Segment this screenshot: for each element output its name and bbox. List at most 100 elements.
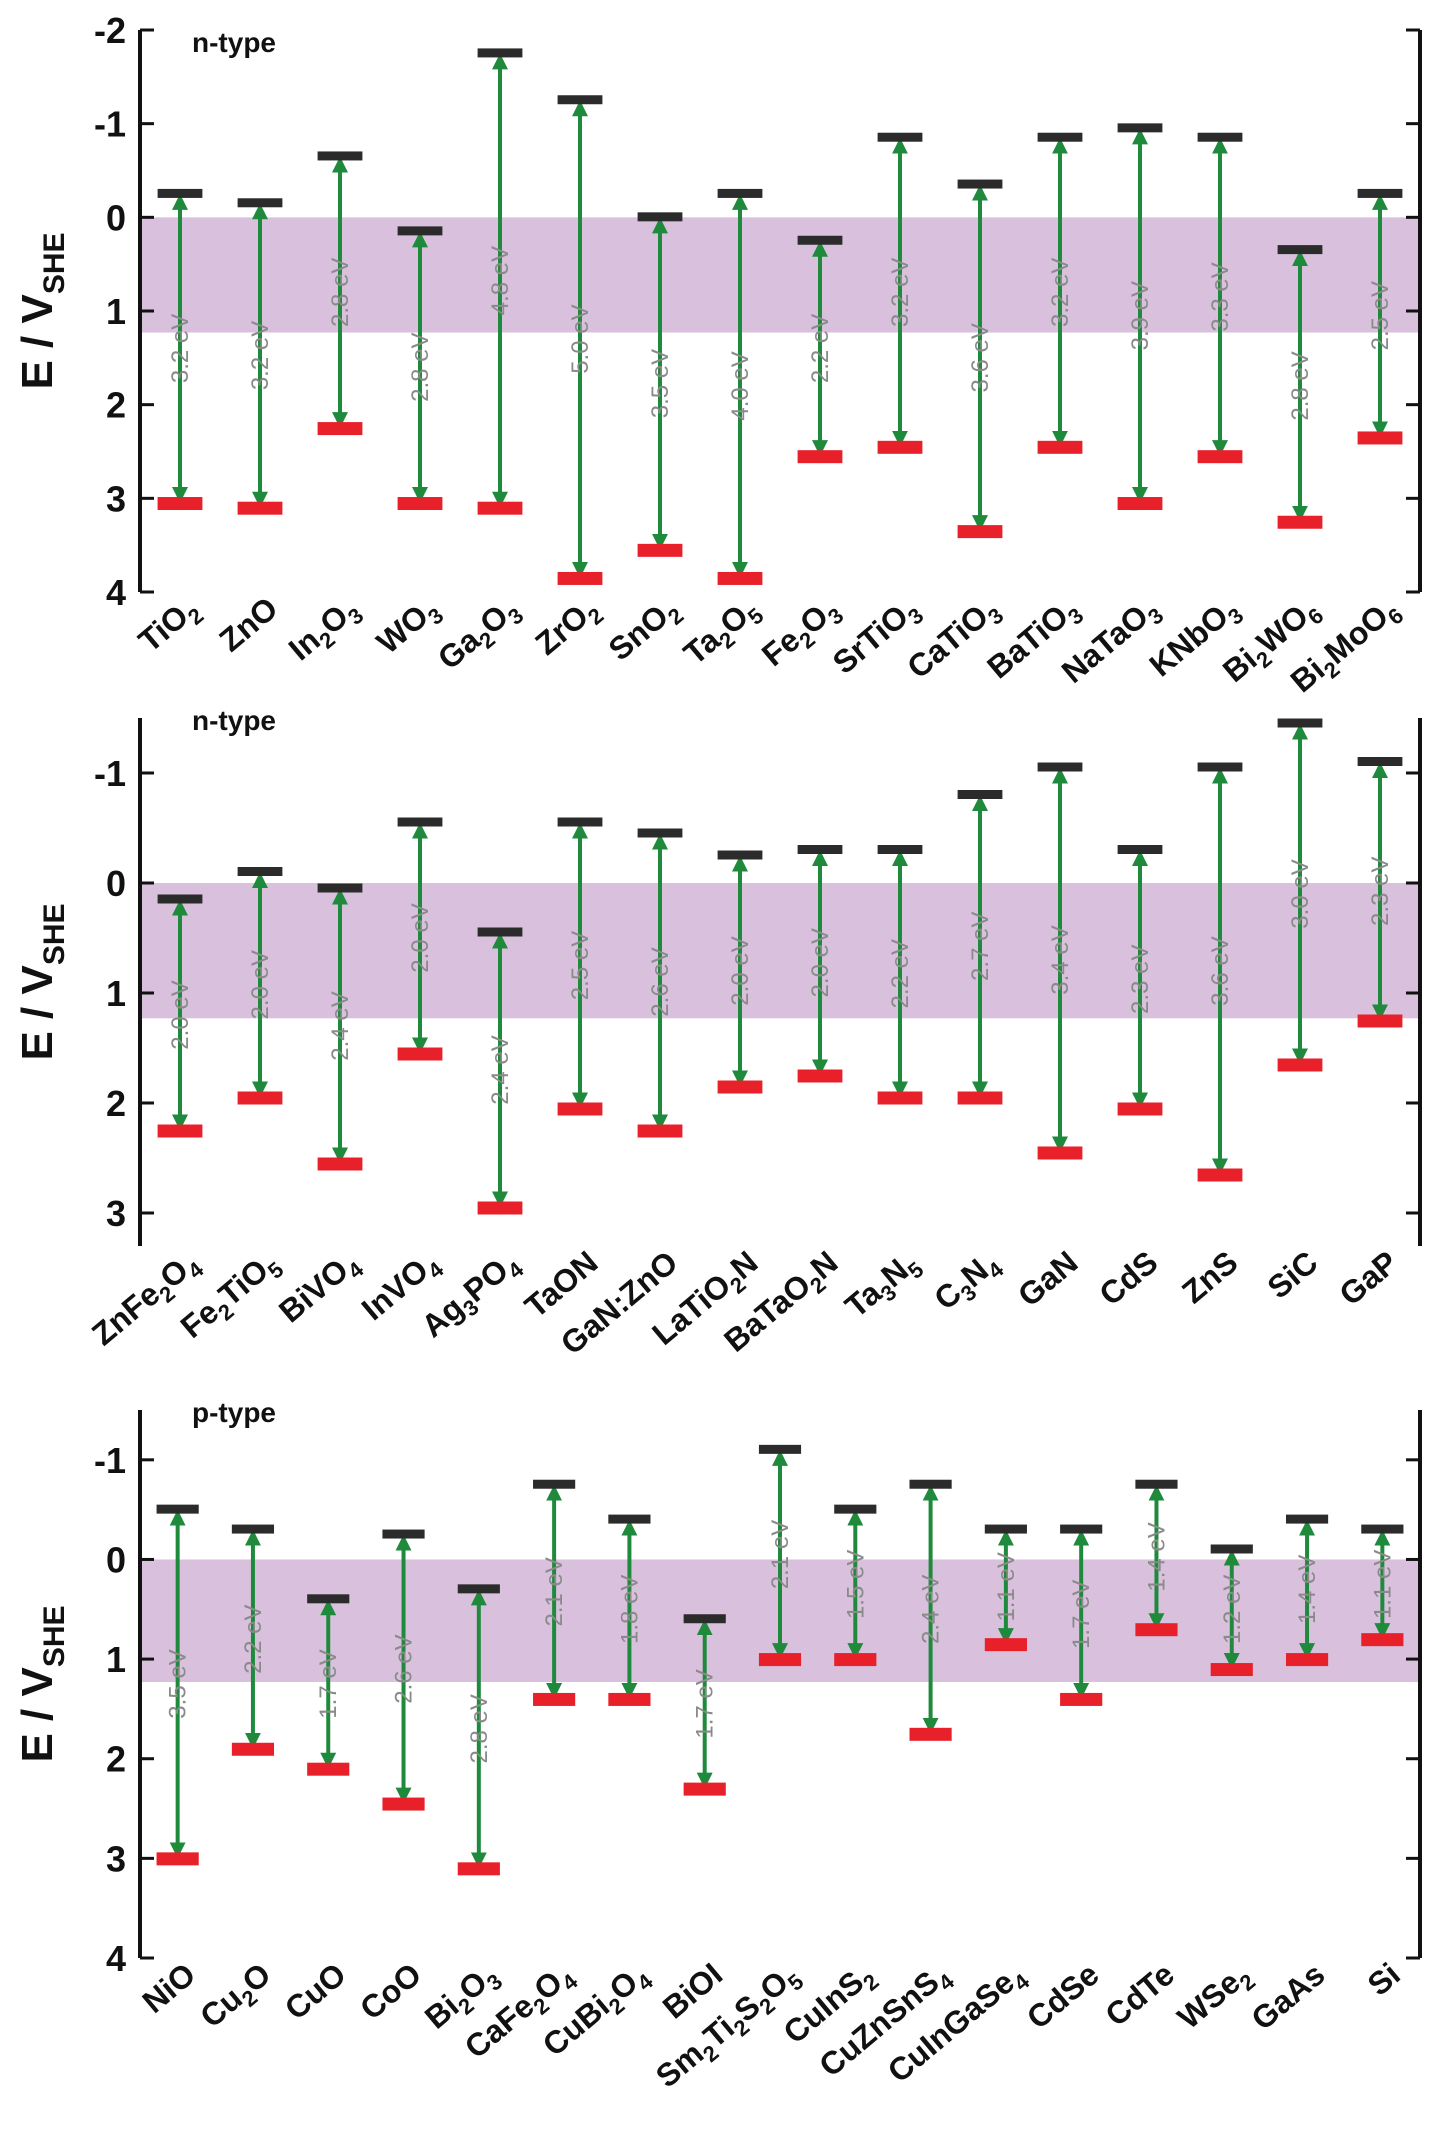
conduction-band-edge: [477, 927, 523, 937]
y-tick-label: 1: [106, 1639, 126, 1680]
valence-band-edge: [909, 1727, 952, 1741]
valence-band-edge: [477, 1201, 523, 1215]
valence-band-edge: [957, 1091, 1003, 1105]
y-tick-label: 4: [106, 572, 126, 613]
band-gap-value: 1.4 eV: [1143, 1522, 1170, 1591]
material-name: WSe2: [1171, 1956, 1261, 2041]
conduction-band-edge: [957, 179, 1003, 189]
valence-band-edge: [157, 1124, 203, 1138]
material-2-16: 2.3 eV GaP: [1332, 757, 1404, 1313]
band-gap-value: 3.5 eV: [165, 1649, 192, 1718]
y-tick-label: 3: [106, 1193, 126, 1234]
material-2-10: 2.2 eV Ta3N5: [838, 845, 928, 1324]
valence-band-edge: [717, 1080, 763, 1094]
band-gap-value: 2.2 eV: [887, 939, 914, 1008]
valence-band-edge: [1135, 1623, 1178, 1637]
band-gap-value: 2.0 eV: [407, 903, 434, 972]
chart-panel-1: 4 3 2 1 0 -1 -2 E / VSHE n-type 3.2 eV TiO2 3.2 eV Z…: [13, 10, 1422, 704]
band-gap-value: 2.8 eV: [327, 258, 354, 327]
conduction-band-edge: [797, 845, 843, 854]
y-tick-label: 4: [106, 1938, 126, 1979]
conduction-band-edge: [1197, 762, 1243, 772]
conduction-band-edge: [717, 850, 763, 860]
valence-band-edge: [1277, 515, 1323, 529]
band-gap-value: 4.8 eV: [487, 246, 514, 315]
conduction-band-edge: [1117, 845, 1163, 854]
conduction-band-edge: [797, 235, 843, 245]
conduction-band-edge: [382, 1529, 425, 1539]
conduction-band-edge: [533, 1479, 576, 1489]
y-axis-title: E / VSHE: [13, 232, 71, 389]
conduction-band-edge: [1037, 132, 1083, 142]
band-gap-value: 3.3 eV: [1207, 262, 1234, 331]
valence-band-edge: [797, 1069, 843, 1083]
valence-band-edge: [157, 497, 203, 511]
water-redox-band: [140, 217, 1420, 333]
material-name: CuBi2O4: [536, 1955, 659, 2067]
band-gap-value: 3.0 eV: [1287, 859, 1314, 928]
y-tick-label: 3: [106, 478, 126, 519]
band-gap-value: 3.6 eV: [1207, 936, 1234, 1005]
panel-type-label: p-type: [192, 1397, 276, 1428]
band-gap-value: 3.2 eV: [1047, 258, 1074, 327]
band-gap-value: 2.1 eV: [767, 1520, 794, 1589]
y-tick-label: 2: [106, 1739, 126, 1780]
band-gap-value: 1.7 eV: [692, 1669, 719, 1738]
material-name: TiO2: [132, 590, 209, 664]
material-name: CaTiO3: [900, 590, 1008, 690]
valence-band-edge: [637, 543, 683, 557]
band-gap-value: 1.2 eV: [1219, 1575, 1246, 1644]
conduction-band-edge: [1135, 1479, 1178, 1489]
y-axis-title: E / VSHE: [13, 903, 71, 1060]
valence-band-edge: [237, 501, 283, 515]
valence-band-edge: [533, 1692, 576, 1706]
band-gap-value: 3.2 eV: [167, 314, 194, 383]
conduction-band-edge: [156, 1504, 199, 1514]
valence-band-edge: [557, 1102, 603, 1116]
material-name: Ga2O3: [431, 590, 529, 681]
conduction-band-edge: [877, 132, 923, 142]
band-gap-value: 1.7 eV: [315, 1649, 342, 1718]
material-name: Bi2MoO6: [1284, 590, 1409, 704]
material-name: SnO2: [602, 590, 689, 672]
band-gap-value: 2.5 eV: [1367, 281, 1394, 350]
band-gap-value: 2.7 eV: [967, 912, 994, 981]
valence-band-edge: [1361, 1633, 1404, 1647]
material-3-4: 2.6 eV CoO: [353, 1529, 428, 2027]
valence-band-edge: [1357, 1014, 1403, 1028]
panel-type-label: n-type: [192, 705, 276, 736]
material-name: ZrO2: [528, 590, 608, 667]
valence-band-edge: [1037, 440, 1083, 454]
band-gap-value: 3.5 eV: [647, 349, 674, 418]
valence-band-edge: [637, 1124, 683, 1138]
conduction-band-edge: [557, 817, 603, 827]
band-gap-value: 2.6 eV: [391, 1634, 418, 1703]
band-gap-value: 3.2 eV: [887, 258, 914, 327]
y-axis-title: E / VSHE: [13, 1605, 71, 1762]
conduction-band-edge: [231, 1524, 275, 1534]
material-name: CdTe: [1098, 1956, 1181, 2033]
conduction-band-edge: [758, 1444, 802, 1454]
conduction-band-edge: [237, 198, 283, 208]
valence-band-edge: [683, 1782, 726, 1796]
band-gap-value: 2.0 eV: [727, 936, 754, 1005]
material-2-14: 3.6 eV ZnS: [1175, 762, 1244, 1310]
y-tick-label: 1: [106, 291, 126, 332]
conduction-band-edge: [397, 817, 443, 827]
material-name: Ta2O5: [677, 590, 769, 676]
conduction-band-edge: [157, 894, 203, 904]
band-gap-value: 1.1 eV: [1369, 1550, 1396, 1619]
band-gap-value: 1.7 eV: [1068, 1580, 1095, 1649]
material-name: ZnS: [1175, 1244, 1244, 1310]
water-redox-band: [140, 883, 1420, 1019]
conduction-band-edge: [984, 1524, 1027, 1534]
y-tick-label: 3: [106, 1838, 126, 1879]
band-gap-value: 4.0 eV: [727, 351, 754, 420]
band-gap-value: 2.8 eV: [466, 1694, 493, 1763]
valence-band-edge: [877, 440, 923, 454]
conduction-band-edge: [477, 48, 523, 58]
conduction-band-edge: [557, 95, 603, 105]
